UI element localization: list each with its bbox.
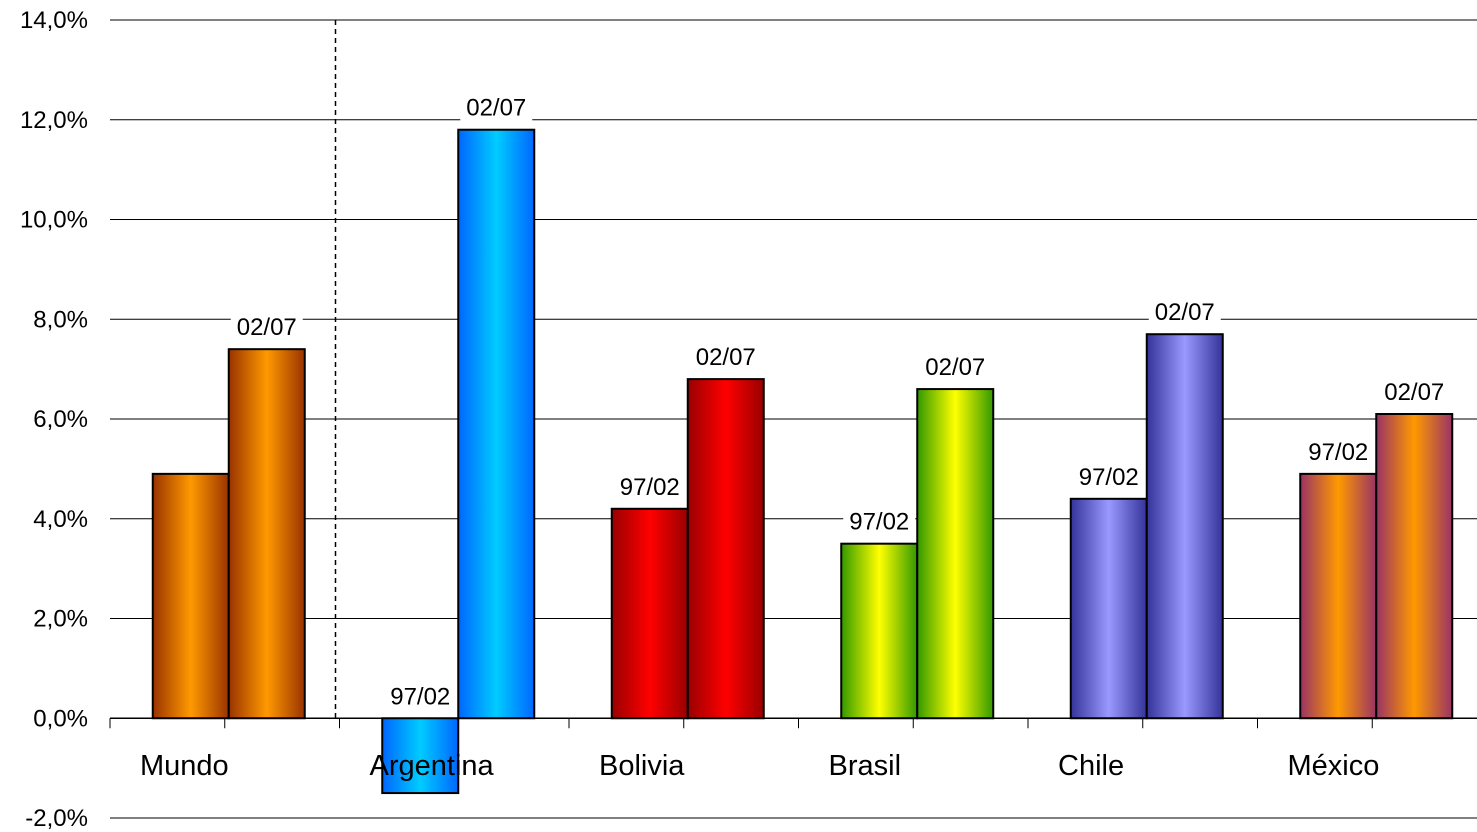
data-label-bg: [919, 353, 992, 384]
data-label: 97/02: [1308, 439, 1368, 466]
data-label: 97/02: [1079, 464, 1139, 491]
data-label: 02/07: [1155, 299, 1215, 326]
bar: [1145, 333, 1224, 720]
data-label: 02/07: [466, 95, 526, 122]
bar: [1069, 497, 1148, 720]
data-label: 97/02: [620, 474, 680, 501]
y-tick-label: -2,0%: [25, 805, 88, 832]
bar: [381, 717, 460, 795]
data-label-bg: [613, 472, 686, 503]
bar: [227, 348, 306, 720]
bar: [1299, 472, 1378, 720]
data-label-bg: [1072, 462, 1145, 493]
y-tick-label: 4,0%: [33, 506, 88, 533]
bar: [1375, 413, 1454, 720]
data-label: 02/07: [696, 344, 756, 371]
y-tick-label: 2,0%: [33, 606, 88, 633]
y-tick-label: 0,0%: [33, 705, 88, 732]
y-tick-label: 6,0%: [33, 406, 88, 433]
data-label: 02/07: [925, 354, 985, 381]
bar: [916, 388, 995, 720]
data-label-bg: [843, 507, 916, 538]
data-label-bg: [230, 313, 303, 344]
bar: [840, 542, 919, 720]
data-label: 02/07: [237, 314, 297, 341]
data-label-bg: [1302, 437, 1375, 468]
bar: [686, 378, 765, 720]
category-label: Brasil: [829, 750, 902, 782]
labels: -2,0% 0,0% 2,0% 4,0% 6,0% 8,0% 10,0% 12,0% 14,0%…: [20, 7, 1451, 832]
category-label: Argentina: [370, 750, 495, 782]
data-label: 97/02: [390, 683, 450, 710]
data-label-bg: [384, 682, 457, 713]
data-label-bg: [1148, 298, 1221, 329]
category-label: México: [1288, 750, 1380, 782]
bar: [457, 128, 536, 720]
data-label-bg: [689, 343, 762, 374]
grid-lines: [110, 19, 1477, 819]
data-label: 02/07: [1384, 379, 1444, 406]
y-tick-label: 10,0%: [20, 207, 88, 234]
bar: [610, 507, 689, 720]
y-tick-label: 12,0%: [20, 107, 88, 134]
category-label: Mundo: [140, 750, 229, 782]
axes: [109, 20, 1477, 729]
category-label: Bolivia: [599, 750, 685, 782]
data-label-bg: [460, 93, 533, 124]
category-label: Chile: [1058, 750, 1124, 782]
y-tick-label: 8,0%: [33, 306, 88, 333]
data-label: 97/02: [849, 509, 909, 536]
bar: [151, 472, 230, 720]
data-label-bg: [1378, 378, 1451, 409]
y-tick-label: 14,0%: [20, 7, 88, 34]
bars: [151, 128, 1454, 795]
